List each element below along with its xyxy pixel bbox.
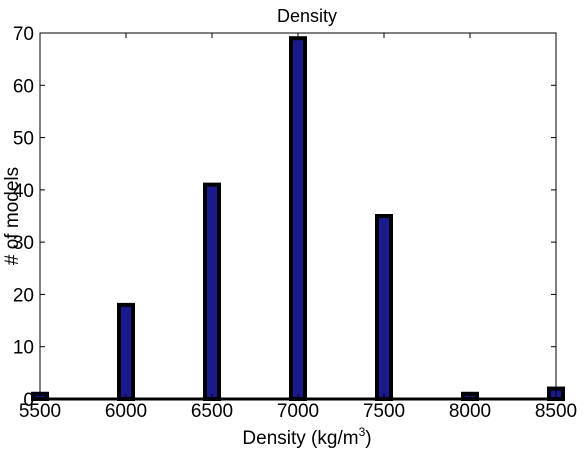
x-tick-label: 5500 bbox=[19, 401, 61, 422]
y-tick-label: 10 bbox=[13, 338, 34, 359]
y-tick-label: 0 bbox=[23, 390, 34, 411]
histogram-bar bbox=[203, 182, 221, 401]
y-tick-label: 60 bbox=[13, 76, 34, 97]
x-tick-label: 8500 bbox=[535, 401, 577, 422]
ticks-layer: 5500 6000 6500 7000 7500 8000 8500 0 10 20 30 40 50 6… bbox=[13, 24, 577, 422]
y-axis-label: # of models bbox=[2, 167, 23, 265]
x-axis-label: Density (kg/m3) bbox=[242, 425, 371, 449]
bars-layer bbox=[31, 36, 565, 401]
histogram-bar bbox=[117, 302, 135, 401]
y-tick-label: 40 bbox=[13, 181, 34, 202]
x-axis-label-suffix: ) bbox=[365, 428, 371, 449]
x-tick-label: 7000 bbox=[277, 401, 319, 422]
x-tick-label: 8000 bbox=[449, 401, 491, 422]
histogram-bar bbox=[375, 214, 393, 401]
y-tick-label: 70 bbox=[13, 24, 34, 45]
y-tick-label: 30 bbox=[13, 233, 34, 254]
histogram-bar bbox=[289, 36, 307, 401]
x-axis-label-main: Density (kg/m bbox=[242, 428, 358, 449]
x-tick-label: 6500 bbox=[191, 401, 233, 422]
chart-title: Density bbox=[277, 6, 337, 26]
y-tick-label: 20 bbox=[13, 285, 34, 306]
x-axis-label-superscript: 3 bbox=[359, 425, 366, 439]
x-tick-label: 6000 bbox=[105, 401, 147, 422]
y-tick-label: 50 bbox=[13, 129, 34, 150]
x-tick-label: 7500 bbox=[363, 401, 405, 422]
